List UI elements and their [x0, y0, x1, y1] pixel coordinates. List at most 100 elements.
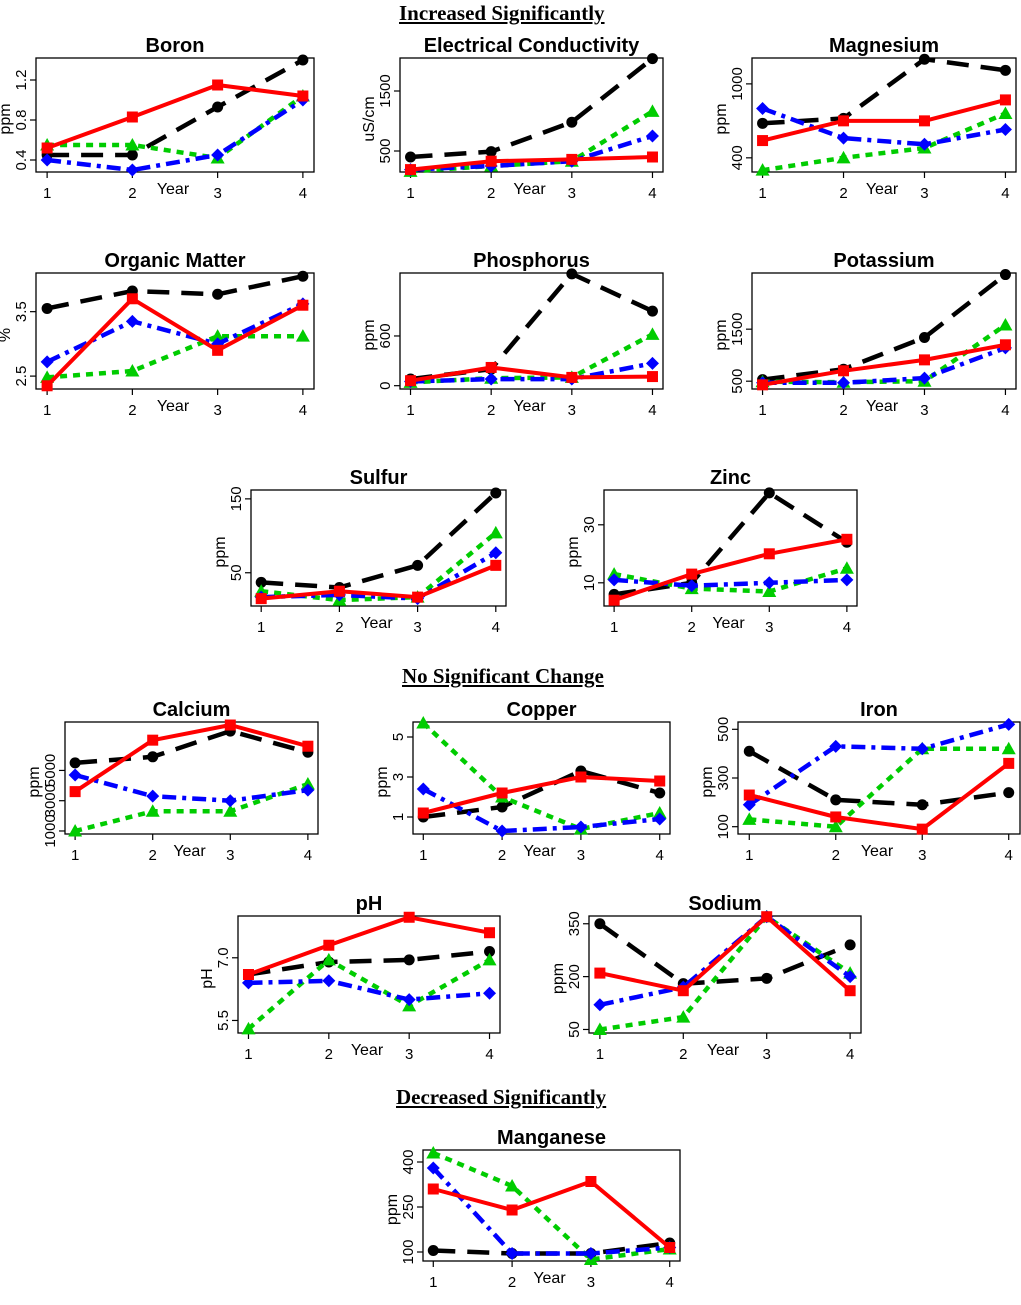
x-tick-label: 3 [568, 185, 576, 202]
series-line-blue [248, 978, 490, 1002]
x-axis-label: Year [866, 181, 899, 198]
data-point [837, 376, 851, 390]
data-point [211, 148, 225, 162]
data-point [646, 53, 658, 65]
data-point [427, 1183, 439, 1195]
x-tick-label: 2 [325, 1046, 333, 1063]
series-blue [40, 297, 310, 369]
x-tick-label: 4 [485, 1046, 493, 1063]
x-tick-label: 3 [226, 847, 234, 864]
y-tick-label: 100 [715, 814, 732, 839]
data-point [495, 824, 509, 838]
y-tick-label: 1500 [377, 74, 394, 107]
y-tick-label: 200 [566, 964, 583, 989]
data-point [426, 1161, 440, 1175]
x-tick-label: 4 [648, 402, 656, 419]
x-tick-label: 1 [596, 1046, 604, 1063]
y-axis-label: uS/cm [361, 96, 378, 141]
chart-title-boron: Boron [146, 35, 205, 57]
data-point [212, 101, 224, 113]
data-point [829, 739, 843, 753]
data-point [297, 299, 309, 311]
series-line-black [47, 58, 304, 158]
series-black [405, 268, 658, 385]
x-tick-label: 3 [213, 402, 221, 419]
x-axis-label: Year [523, 843, 556, 860]
y-tick-label: 0.8 [13, 110, 30, 131]
data-point [126, 111, 138, 123]
x-tick-label: 3 [577, 847, 585, 864]
series-line-green [74, 781, 309, 834]
series-red [608, 533, 853, 606]
data-point [574, 820, 588, 834]
data-point [757, 117, 769, 129]
data-point [686, 568, 698, 580]
y-tick-label: 300 [715, 765, 732, 790]
x-tick-label: 3 [413, 619, 421, 636]
data-point [677, 985, 689, 997]
data-point [417, 807, 429, 819]
series-line-red [410, 155, 653, 172]
data-point [126, 293, 138, 305]
series-black [41, 54, 309, 161]
chart-title-manganese: Manganese [497, 1127, 606, 1149]
data-point [302, 740, 314, 752]
y-tick-label: 5 [390, 733, 407, 741]
data-point [416, 782, 430, 796]
x-tick-label: 4 [492, 619, 500, 636]
data-point [915, 742, 929, 756]
y-axis-label: % [0, 328, 14, 342]
series-line-green [432, 1150, 670, 1262]
data-point [41, 142, 53, 154]
y-axis-label: pH [199, 968, 216, 988]
data-point [489, 546, 503, 560]
chart-title-organic-matter: Organic Matter [104, 250, 245, 272]
y-axis-label: ppm [550, 963, 567, 994]
data-point [654, 787, 666, 799]
x-tick-label: 2 [508, 1274, 516, 1291]
y-axis-label: ppm [361, 319, 378, 350]
chart-title-sulfur: Sulfur [350, 467, 408, 489]
series-line-green [247, 957, 491, 1031]
data-point [836, 150, 851, 164]
data-point [743, 745, 755, 757]
chart-manganese: Manganese 1 2 3 4 Year 100 250 400 ppm [384, 1127, 681, 1291]
data-point [223, 804, 238, 817]
series-red [69, 719, 314, 798]
series-line-red [422, 775, 660, 815]
x-tick-label: 4 [1001, 185, 1009, 202]
data-point [685, 579, 699, 593]
x-tick-label: 1 [758, 185, 766, 202]
data-point [1001, 741, 1016, 755]
x-tick-label: 1 [745, 847, 753, 864]
series-red [41, 79, 309, 154]
data-point [40, 355, 54, 369]
x-tick-label: 1 [244, 1046, 252, 1063]
y-tick-label: 500 [377, 138, 394, 163]
chart-title-sodium: Sodium [688, 893, 761, 915]
series-blue [68, 768, 315, 808]
series-line-blue [613, 577, 847, 588]
x-tick-label: 4 [846, 1046, 854, 1063]
data-point [918, 115, 930, 127]
series-black [743, 745, 1015, 811]
data-point [485, 146, 497, 158]
series-black [757, 53, 1011, 129]
x-axis-label: Year [861, 843, 894, 860]
series-line-black [410, 271, 654, 382]
data-point [755, 163, 770, 176]
section-title-decreased: Decreased Significantly [396, 1085, 607, 1109]
data-point [295, 329, 310, 342]
x-axis-label: Year [173, 843, 206, 860]
data-point [652, 806, 667, 819]
series-line-blue [410, 361, 653, 384]
series-line-blue [599, 914, 852, 1008]
data-point [68, 823, 83, 837]
series-blue [607, 573, 854, 593]
y-tick-label: 2.5 [13, 366, 30, 387]
data-point [761, 972, 773, 984]
data-point [761, 911, 773, 923]
data-point [762, 576, 776, 590]
